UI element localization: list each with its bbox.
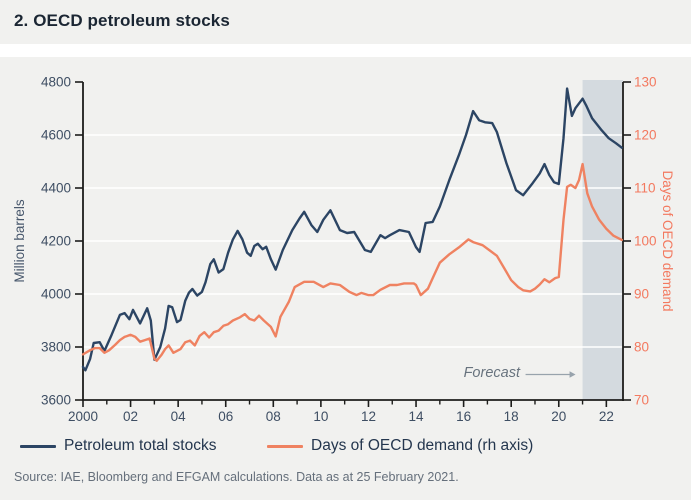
forecast-arrowhead: [569, 371, 576, 378]
left-axis-tick-label: 4200: [41, 234, 71, 249]
right-axis-tick-label: 110: [634, 181, 656, 196]
legend-swatch-orange-line: [267, 444, 303, 448]
forecast-band: [582, 80, 623, 400]
x-axis-tick-label: 12: [361, 409, 376, 424]
x-axis-tick-label: 02: [123, 409, 138, 424]
right-axis-tick-label: 80: [634, 340, 649, 355]
x-axis-tick-label: 04: [171, 409, 187, 424]
forecast-annotation-label: Forecast: [463, 365, 520, 381]
legend-item-petroleum-total-stocks: Petroleum total stocks: [20, 437, 216, 455]
legend-swatch-navy-line: [20, 444, 56, 448]
x-axis-tick-label: 18: [504, 409, 519, 424]
chart-title: 2. OECD petroleum stocks: [14, 11, 230, 30]
legend-label: Days of OECD demand (rh axis): [311, 437, 534, 454]
chart-panel-background: [0, 57, 691, 500]
chart-title-bar: 2. OECD petroleum stocks: [0, 0, 691, 44]
left-axis-tick-label: 4400: [41, 181, 71, 196]
right-axis-tick-label: 130: [634, 75, 657, 90]
x-axis-tick-label: 14: [409, 409, 425, 424]
x-axis-tick-label: 06: [218, 409, 233, 424]
legend-label: Petroleum total stocks: [64, 437, 217, 454]
x-axis-tick-label: 16: [456, 409, 471, 424]
x-axis-tick-label: 2000: [68, 409, 98, 424]
series-line-petroleum-total-stocks: [81, 87, 623, 372]
right-axis-title: Days of OECD demand: [660, 170, 675, 311]
chart-legend: Petroleum total stocks Days of OECD dema…: [0, 437, 691, 459]
left-axis-tick-label: 3600: [41, 393, 71, 408]
legend-item-days-of-oecd-demand: Days of OECD demand (rh axis): [267, 437, 533, 455]
left-axis-tick-label: 4800: [41, 75, 71, 90]
left-axis-tick-label: 4600: [41, 128, 71, 143]
x-axis-tick-label: 20: [551, 409, 566, 424]
source-attribution-text: Source: IAE, Bloomberg and EFGAM calcula…: [14, 470, 459, 484]
right-axis-tick-label: 70: [634, 393, 649, 408]
left-axis-tick-label: 3800: [41, 340, 71, 355]
right-axis-tick-label: 90: [634, 287, 649, 302]
x-axis-tick-label: 22: [599, 409, 614, 424]
left-axis-tick-label: 4000: [41, 287, 71, 302]
right-axis-tick-label: 100: [634, 234, 657, 249]
x-axis-tick-label: 10: [313, 409, 328, 424]
right-axis-tick-label: 120: [634, 128, 657, 143]
series-line-days-of-oecd-demand: [81, 162, 623, 362]
left-axis-title: Million barrels: [12, 199, 27, 283]
x-axis-tick-label: 08: [266, 409, 281, 424]
